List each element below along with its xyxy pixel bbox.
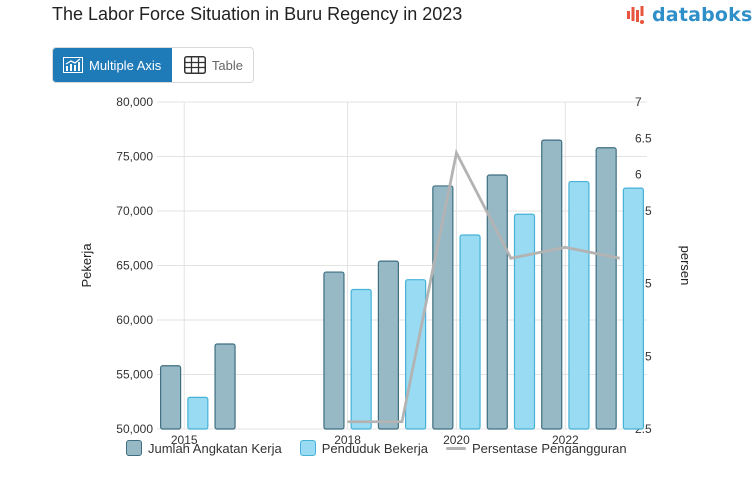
bar-angkatan-kerja (595, 147, 617, 430)
bar-penduduk-bekerja (459, 234, 481, 430)
legend-label-penduduk-bekerja: Penduduk Bekerja (321, 440, 428, 456)
y-left-tick-label: 55,000 (116, 368, 153, 382)
bar-angkatan-kerja (323, 271, 345, 430)
x-tick-label: 2018 (334, 433, 361, 447)
multiple-axis-button[interactable]: Multiple Axis (53, 48, 172, 82)
bar-penduduk-bekerja (513, 213, 536, 430)
legend: Jumlah Angkatan Kerja Penduduk Bekerja P… (126, 440, 645, 456)
y-left-tick-label: 80,000 (116, 95, 153, 109)
view-toggle: Multiple Axis Table (52, 47, 254, 83)
bar-angkatan-kerja (541, 139, 563, 430)
chart-title: The Labor Force Situation in Buru Regenc… (52, 4, 463, 24)
databoks-logo-icon (627, 6, 644, 24)
y-left-tick-label: 75,000 (116, 150, 153, 164)
bar-angkatan-kerja (160, 365, 182, 430)
chart-icon (63, 57, 83, 73)
bar-penduduk-bekerja (187, 396, 209, 430)
line-persentase-pengangguran (347, 148, 621, 424)
legend-swatch-persentase-pengangguran (445, 446, 466, 450)
legend-label-angkatan-kerja: Jumlah Angkatan Kerja (148, 440, 282, 456)
bar-penduduk-bekerja (568, 180, 590, 430)
legend-swatch-angkatan-kerja (126, 440, 142, 456)
table-label: Table (211, 57, 243, 73)
multiple-axis-label: Multiple Axis (89, 57, 162, 73)
y-right-axis-title: persen (678, 246, 693, 286)
legend-item-penduduk-bekerja[interactable]: Penduduk Bekerja (299, 440, 428, 456)
legend-item-angkatan-kerja[interactable]: Jumlah Angkatan Kerja (126, 440, 282, 456)
bar-angkatan-kerja (377, 260, 399, 430)
x-tick-label: 2015 (171, 433, 198, 447)
y-left-tick-label: 50,000 (116, 422, 153, 436)
bar-angkatan-kerja (486, 174, 508, 430)
y-left-tick-label: 60,000 (116, 313, 153, 327)
legend-item-persentase-pengangguran[interactable]: Persentase Pengangguran (445, 440, 627, 456)
y-left-axis-title: Pekerja (79, 243, 94, 288)
bar-angkatan-kerja (214, 343, 236, 430)
y-right-tick-label: 6.5 (635, 131, 652, 145)
x-tick-label: 2022 (552, 433, 579, 447)
logo-text: databoks (652, 4, 753, 26)
table-icon (183, 56, 206, 74)
bar-penduduk-bekerja (622, 187, 644, 430)
x-tick-label: 2020 (443, 433, 470, 447)
y-right-tick-label: 6 (635, 168, 642, 182)
databoks-logo[interactable]: databoks (626, 3, 753, 27)
bar-penduduk-bekerja (350, 288, 372, 430)
y-left-tick-label: 65,000 (116, 259, 153, 273)
y-right-tick-label: 7 (635, 95, 642, 109)
y-left-tick-label: 70,000 (116, 204, 153, 218)
table-button[interactable]: Table (172, 48, 253, 82)
legend-swatch-penduduk-bekerja (299, 440, 316, 456)
legend-label-persentase-pengangguran: Persentase Pengangguran (471, 440, 627, 456)
